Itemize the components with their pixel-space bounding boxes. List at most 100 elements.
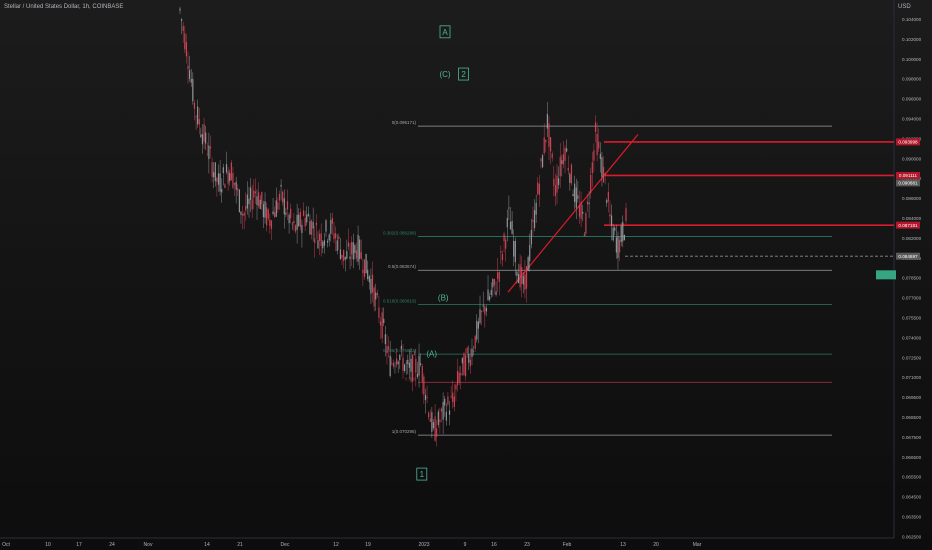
wave-label: (B)	[438, 294, 449, 303]
candle-body	[259, 199, 261, 209]
candle-body	[501, 253, 504, 261]
candle-body	[612, 227, 614, 241]
candle-body	[294, 225, 297, 232]
candle-body	[556, 175, 558, 193]
candle-body	[339, 249, 342, 260]
candle-body	[195, 116, 197, 117]
fib-level-label: 1(0.070295)	[392, 429, 417, 434]
candle-body	[511, 220, 513, 234]
candle-body	[383, 318, 385, 324]
candle-body	[460, 373, 462, 376]
price-box-label: 0.087181	[898, 223, 918, 228]
candle-body	[574, 183, 576, 202]
candle-body	[182, 26, 184, 32]
candle-body	[362, 269, 364, 274]
candle-body	[237, 188, 239, 191]
candle-body	[572, 193, 574, 196]
candle-body	[179, 8, 181, 11]
wave-label: (C)	[439, 70, 450, 79]
candle-body	[464, 355, 467, 377]
candle-body	[233, 182, 236, 185]
candle-body	[198, 119, 200, 125]
candle-body	[373, 287, 375, 307]
candle-body	[407, 359, 409, 365]
candle-body	[181, 19, 183, 21]
candle-body	[243, 212, 245, 216]
date-tick-label: Oct	[2, 542, 10, 548]
candle-body	[370, 278, 372, 294]
candle-body	[309, 221, 311, 235]
candle-body	[397, 361, 399, 365]
candle-body	[442, 401, 444, 420]
candle-body	[227, 171, 229, 184]
candle-body	[602, 166, 605, 183]
candle-body	[618, 239, 621, 253]
candle-body	[564, 147, 566, 161]
candle-body	[225, 164, 228, 173]
candle-body	[351, 241, 353, 255]
candle-body	[513, 240, 515, 257]
candle-body	[264, 201, 266, 218]
candle-body	[318, 233, 321, 241]
candle-body	[253, 190, 255, 198]
candle-body	[516, 271, 518, 276]
candle-body	[517, 274, 520, 284]
candle-body	[392, 363, 394, 367]
candle-body	[421, 366, 423, 382]
candle-body	[320, 233, 322, 246]
candle-body	[561, 160, 563, 164]
price-tick-label: 0.084000	[902, 216, 922, 221]
candle-body	[371, 274, 374, 293]
candle-body	[598, 141, 600, 149]
fib-level-label: 0.886	[405, 376, 417, 381]
fib-level-label: 0.5(0.083574)	[388, 264, 417, 269]
price-tick-label: 0.068500	[902, 415, 922, 420]
price-tick-label: 0.082000	[902, 236, 922, 241]
candle-body	[365, 253, 367, 274]
candle-body	[213, 172, 215, 178]
candle-body	[525, 266, 528, 289]
candle-body	[489, 296, 491, 300]
fib-level-label: 0.618(0.080819)	[383, 298, 417, 303]
candle-body	[270, 220, 273, 229]
candle-body	[341, 254, 343, 259]
date-tick-label: 10	[45, 542, 51, 548]
candle-body	[261, 192, 263, 205]
candle-body	[360, 252, 362, 259]
candle-body	[549, 137, 552, 152]
candle-body	[219, 173, 221, 192]
candle-body	[203, 124, 205, 142]
candle-body	[405, 362, 407, 364]
candle-body	[439, 419, 441, 423]
candle-body	[251, 199, 253, 210]
candle-body	[307, 213, 309, 216]
candle-body	[559, 156, 561, 177]
candle-body	[296, 214, 298, 230]
candle-body	[304, 218, 306, 227]
candle-body	[330, 219, 332, 234]
candle-body	[458, 372, 460, 383]
price-tick-label: 0.078500	[902, 276, 922, 281]
candle-body	[283, 198, 285, 215]
candle-body	[214, 162, 216, 182]
candle-body	[349, 256, 351, 259]
candle-body	[299, 212, 301, 227]
candle-body	[208, 145, 210, 160]
candle-body	[190, 78, 192, 83]
candle-body	[333, 233, 335, 240]
candle-body	[344, 256, 346, 260]
candle-body	[562, 154, 565, 165]
candle-body	[298, 214, 300, 226]
candle-body	[447, 396, 449, 405]
candle-body	[498, 271, 500, 282]
date-tick-label: 20	[653, 542, 659, 548]
candle-body	[357, 234, 359, 262]
candle-body	[278, 193, 281, 201]
candle-body	[306, 214, 308, 223]
candle-body	[209, 146, 212, 149]
candle-body	[553, 178, 555, 186]
wave-label-box	[416, 467, 428, 481]
candle-body	[593, 150, 595, 161]
